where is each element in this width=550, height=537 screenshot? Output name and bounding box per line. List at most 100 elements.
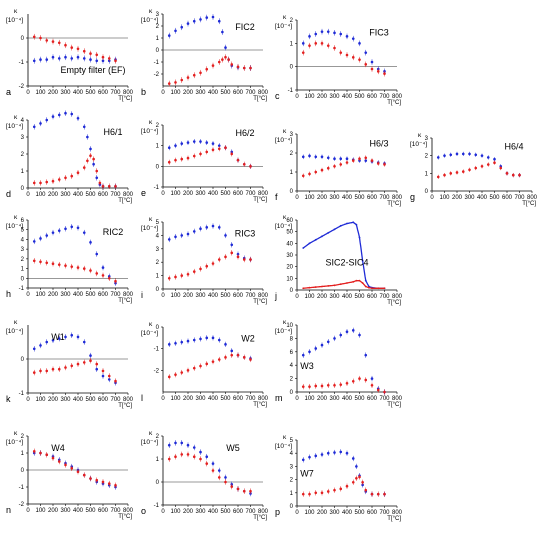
- data-point: [92, 162, 95, 166]
- data-point: [345, 330, 349, 334]
- data-point: [468, 152, 471, 156]
- y-axis-multiplier: [10⁻⁴]: [6, 328, 23, 335]
- data-point: [174, 373, 177, 376]
- data-point: [361, 282, 364, 284]
- data-point: [98, 181, 102, 185]
- panel-title: RIC2: [103, 227, 124, 237]
- data-point: [167, 82, 171, 85]
- x-tick-label: 300: [329, 396, 340, 402]
- x-tick-label: 300: [60, 90, 71, 96]
- data-point: [308, 154, 311, 158]
- data-point: [57, 41, 61, 45]
- x-tick-label: 500: [220, 396, 231, 402]
- data-point: [320, 491, 324, 495]
- y-tick-label: 0: [156, 164, 160, 170]
- y-axis-multiplier: [10⁻⁴]: [275, 23, 292, 30]
- data-point: [301, 155, 305, 159]
- data-point: [70, 174, 74, 178]
- x-tick-label: 600: [367, 195, 378, 201]
- x-tick-label: 400: [73, 192, 84, 198]
- y-tick-label: 2: [156, 260, 160, 266]
- data-point: [211, 462, 215, 465]
- data-point: [82, 57, 86, 60]
- y-tick-label: 60: [286, 218, 293, 224]
- data-point: [345, 157, 349, 160]
- data-point: [326, 44, 330, 47]
- data-point: [45, 180, 49, 184]
- y-tick-label: 5: [290, 438, 294, 444]
- data-point: [51, 179, 55, 183]
- data-point: [45, 261, 49, 265]
- data-point: [358, 236, 361, 239]
- x-tick-label: 0: [26, 90, 30, 96]
- data-point: [333, 384, 336, 387]
- data-point: [199, 457, 202, 461]
- x-tick-label: 0: [161, 293, 165, 299]
- y-axis-multiplier: [10⁻⁴]: [141, 128, 158, 135]
- data-point: [86, 159, 89, 163]
- data-point: [224, 476, 227, 479]
- data-point: [339, 383, 343, 386]
- data-point: [32, 259, 36, 263]
- x-tick-label: 800: [527, 195, 538, 201]
- x-tick-label: 200: [48, 397, 59, 403]
- data-point: [333, 157, 336, 160]
- data-point: [89, 241, 92, 244]
- x-tick-label: 200: [183, 90, 194, 96]
- data-point: [205, 264, 209, 268]
- y-axis-symbol: κ: [283, 14, 287, 21]
- x-tick-label: 0: [161, 191, 165, 197]
- data-point: [511, 173, 515, 177]
- y-tick-label: 0: [156, 325, 160, 331]
- panel-title: W5: [226, 443, 240, 453]
- x-tick-label: 800: [392, 94, 403, 100]
- y-tick-label: -2: [154, 368, 160, 374]
- y-tick-label: 0: [290, 504, 294, 510]
- data-point: [249, 358, 252, 361]
- data-point: [174, 441, 177, 445]
- data-point: [205, 362, 209, 366]
- x-tick-label: 100: [304, 195, 315, 201]
- data-point: [352, 280, 355, 283]
- x-tick-label: 200: [317, 294, 328, 300]
- data-point: [70, 57, 74, 60]
- x-tick-label: 700: [245, 293, 256, 299]
- data-point: [45, 39, 49, 42]
- data-point: [174, 455, 177, 459]
- x-tick-label: 800: [258, 396, 269, 402]
- x-tick-label: 700: [110, 292, 121, 298]
- panel-letter: k: [6, 394, 11, 404]
- data-point: [217, 19, 221, 23]
- data-point: [95, 176, 99, 180]
- data-point: [308, 492, 311, 496]
- x-tick-label: 500: [220, 191, 231, 197]
- panel-letter: o: [141, 506, 146, 516]
- data-point: [249, 489, 252, 493]
- x-tick-label: 400: [208, 509, 219, 515]
- data-point: [320, 453, 324, 456]
- data-point: [114, 279, 117, 283]
- x-tick-label: 800: [123, 508, 134, 514]
- x-tick-label: 100: [304, 396, 315, 402]
- data-point: [174, 275, 177, 279]
- y-tick-label: 0: [425, 189, 429, 195]
- data-point: [205, 336, 209, 340]
- x-tick-label: 0: [26, 292, 30, 298]
- x-tick-label: 300: [329, 94, 340, 100]
- y-tick-label: 10: [286, 276, 293, 282]
- y-tick-label: 0: [290, 288, 294, 294]
- x-tick-label: 800: [123, 90, 134, 96]
- x-tick-label: 500: [85, 90, 96, 96]
- panel-title: W3: [300, 361, 314, 371]
- x-tick-label: 0: [161, 90, 165, 96]
- y-axis-multiplier: [10⁻⁴]: [275, 443, 292, 450]
- data-point: [39, 451, 42, 455]
- data-point: [227, 58, 230, 61]
- data-point: [101, 266, 105, 269]
- y-tick-label: 2: [425, 154, 429, 160]
- x-tick-label: 400: [342, 396, 353, 402]
- data-point: [333, 31, 336, 35]
- data-point: [308, 172, 311, 176]
- data-point: [339, 51, 343, 54]
- data-point: [345, 53, 349, 57]
